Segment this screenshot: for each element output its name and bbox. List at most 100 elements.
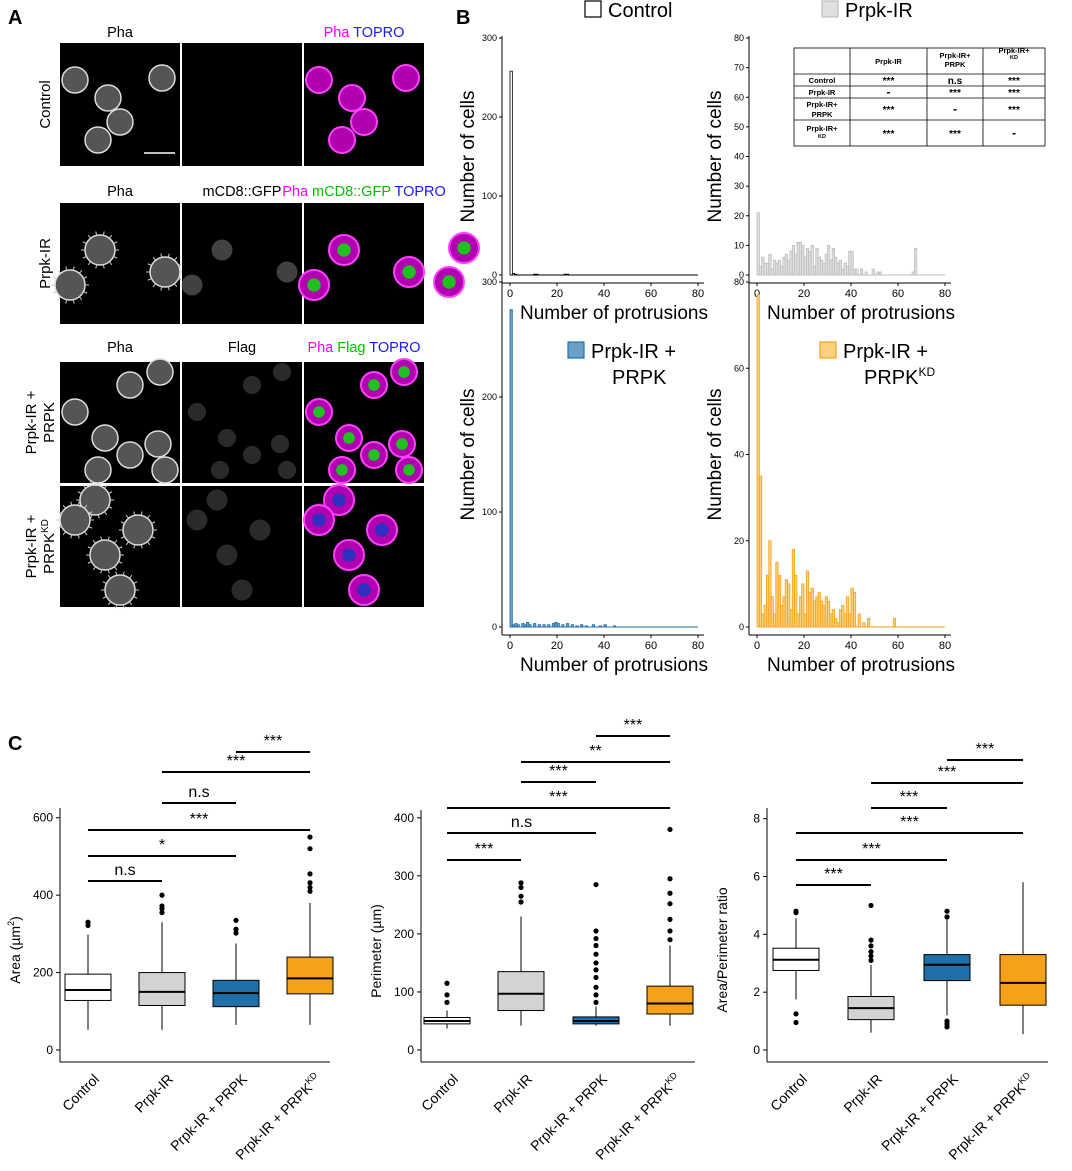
outlier-point xyxy=(593,974,599,981)
x-tick-label: 0 xyxy=(507,288,513,300)
y-tick-label: 40 xyxy=(734,450,744,460)
y-tick-label: 2 xyxy=(753,985,760,999)
cell-gray-faint xyxy=(217,428,237,448)
table-row-header: PRPK xyxy=(812,110,833,119)
protrusion xyxy=(88,526,93,529)
histogram-bar xyxy=(561,624,565,628)
box xyxy=(497,971,545,1012)
x-tick-label-text: Prpk-IR + PRPK xyxy=(232,1079,316,1163)
row-label: Prpk-IR xyxy=(37,238,54,289)
significance-label: *** xyxy=(190,811,209,828)
x-tick-label: Prpk-IR xyxy=(840,1071,885,1116)
table-row-header: Prpk-IR xyxy=(809,88,836,97)
y-tick-label: 600 xyxy=(33,811,53,825)
table-row-header: Prpk-IR+ xyxy=(806,100,838,109)
protrusion xyxy=(57,526,62,529)
outlier-point xyxy=(868,937,874,943)
protrusion xyxy=(62,531,67,536)
channel-header-part: TOPRO xyxy=(366,340,421,356)
y-axis-title-sup: 2 xyxy=(6,921,16,926)
outlier-point xyxy=(793,1011,799,1017)
protrusion xyxy=(152,256,157,261)
x-tick-label-text: Prpk-IR + PRPK xyxy=(527,1070,611,1154)
table-cell: - xyxy=(953,102,957,116)
significance-label: *** xyxy=(938,764,957,781)
cell-magenta xyxy=(305,66,333,94)
protrusion xyxy=(115,571,118,576)
protrusion xyxy=(92,566,97,571)
x-tick-label: Prpk-IR xyxy=(490,1071,535,1116)
outlier-point xyxy=(518,884,524,891)
x-tick-label-text: Prpk-IR xyxy=(840,1071,885,1116)
y-tick-label: 0 xyxy=(753,1043,760,1057)
protrusion xyxy=(102,264,105,269)
cell-gray xyxy=(144,430,172,458)
histogram-bar xyxy=(514,273,518,276)
y-tick-label: 200 xyxy=(394,927,414,941)
row-label-line: Prpk-IR + xyxy=(23,390,40,454)
x-tick-label: Prpk-IR + PRPK xyxy=(527,1070,611,1154)
histogram-bar xyxy=(864,271,868,276)
x-tick-label-text: Control xyxy=(59,1071,102,1114)
outlier-point xyxy=(667,901,673,907)
outlier-point xyxy=(307,846,313,852)
x-tick-label: 20 xyxy=(798,288,810,300)
channel-header: Flag xyxy=(228,340,256,356)
table-cell: *** xyxy=(883,129,895,140)
channel-header-part: Pha xyxy=(282,184,309,200)
significance-label: *** xyxy=(549,763,568,780)
channel-header-part: Pha xyxy=(307,340,334,356)
histogram-bar xyxy=(770,596,774,628)
cell-nucleus xyxy=(332,493,346,507)
outlier-point xyxy=(667,876,673,882)
outlier-point xyxy=(159,892,165,898)
histogram-bar xyxy=(758,475,763,628)
protrusion xyxy=(108,234,113,239)
legend-label: Prpk-IR xyxy=(845,0,913,22)
legend-label-line2: PRPK xyxy=(612,367,667,389)
outlier-point xyxy=(944,1018,950,1024)
x-tick-label-text: Prpk-IR xyxy=(131,1071,176,1116)
histogram-bar xyxy=(542,624,546,628)
outlier-point xyxy=(868,902,874,909)
protrusion xyxy=(70,501,73,506)
x-tick-label: 20 xyxy=(551,288,563,300)
outlier-point xyxy=(793,908,799,914)
x-tick-label: Prpk-IR + PRPK xyxy=(167,1070,251,1154)
y-tick-label: 60 xyxy=(734,363,744,373)
protrusion xyxy=(113,241,118,244)
panel-label-b: B xyxy=(456,7,470,29)
x-tick-label-text: Prpk-IR + PRPK xyxy=(945,1079,1029,1163)
y-axis-title: Number of cells xyxy=(458,91,479,223)
row-label-sup: KD xyxy=(40,519,51,533)
significance-label: * xyxy=(159,837,165,854)
protrusion xyxy=(160,253,163,258)
y-tick-label: 0 xyxy=(407,1043,414,1057)
outlier-point xyxy=(868,943,874,949)
y-axis-title: Area (µm2) xyxy=(6,916,23,984)
row-label: Prpk-IR +PRPKKD xyxy=(23,514,58,578)
protrusion xyxy=(178,278,183,281)
protrusion xyxy=(95,231,98,236)
histogram-bar xyxy=(613,625,617,628)
protrusion xyxy=(77,534,80,539)
micrograph-tile xyxy=(182,486,302,607)
y-tick-label: 100 xyxy=(482,507,497,517)
cell-nucleus xyxy=(368,379,380,391)
y-tick-label: 200 xyxy=(482,392,497,402)
cell-gray xyxy=(91,424,119,452)
cell-nucleus xyxy=(403,464,415,476)
histogram-bar xyxy=(516,624,520,628)
protrusion xyxy=(87,546,92,549)
cell-nucleus xyxy=(357,583,371,597)
cell-gray xyxy=(122,514,154,546)
cell-gray xyxy=(146,358,174,386)
x-tick-label-text: Prpk-IR + PRPK xyxy=(878,1070,962,1154)
histogram-bar xyxy=(850,250,854,276)
outlier-point xyxy=(444,992,450,998)
row-label-line: Prpk-IR xyxy=(37,238,54,289)
protrusion xyxy=(88,511,93,514)
protrusion xyxy=(133,596,138,599)
x-tick-label: 40 xyxy=(845,288,857,300)
